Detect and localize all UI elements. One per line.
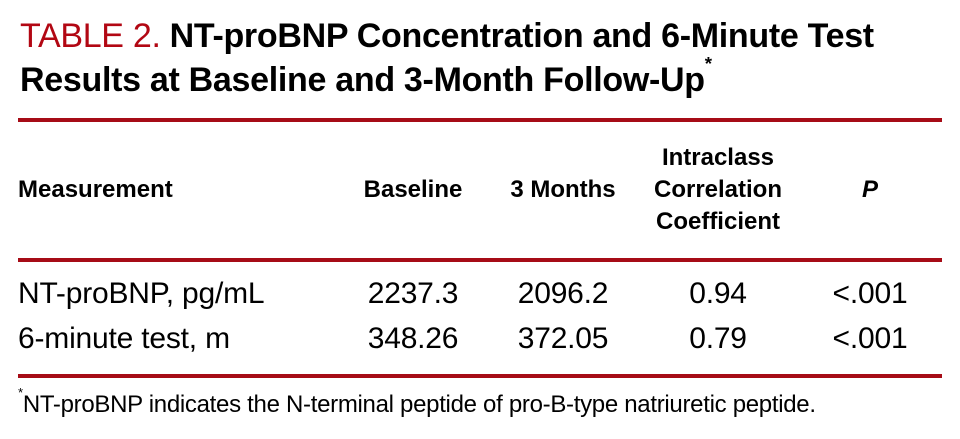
header-rule — [18, 258, 942, 262]
table-title: TABLE 2. NT-proBNP Concentration and 6-Mi… — [20, 14, 920, 102]
table-number-label: TABLE 2. — [20, 17, 161, 55]
table-body: NT-proBNP, pg/mL 2237.3 2096.2 0.94 <.00… — [18, 262, 942, 374]
column-header-baseline: Baseline — [363, 176, 463, 203]
bottom-rule — [18, 374, 942, 378]
top-rule — [18, 118, 942, 122]
table-footnote: *NT-proBNP indicates the N-terminal pept… — [18, 386, 942, 419]
column-header-measurement: Measurement — [18, 176, 173, 203]
table-title-text: NT-proBNP Concentration and 6-Minute Tes… — [20, 17, 874, 99]
cell-3-months: 372.05 — [517, 322, 609, 355]
cell-3-months: 2096.2 — [517, 277, 609, 310]
column-header-3-months: 3 Months — [510, 176, 616, 203]
cell-measurement: 6-minute test, m — [18, 322, 230, 355]
cell-baseline: 2237.3 — [367, 277, 459, 310]
cell-icc: 0.79 — [689, 322, 747, 355]
table-row: NT-proBNP, pg/mL 2237.3 2096.2 0.94 <.00… — [18, 271, 942, 316]
cell-icc: 0.94 — [689, 277, 747, 310]
table-header-row: Measurement Baseline 3 Months Intraclass… — [18, 122, 942, 258]
footnote-marker: * — [18, 385, 23, 401]
cell-p-value: <.001 — [832, 322, 908, 355]
footnote-text: NT-proBNP indicates the N-terminal pepti… — [22, 391, 816, 418]
column-header-p-value: P — [861, 176, 878, 203]
cell-p-value: <.001 — [832, 277, 908, 310]
column-header-intraclass-correlation-coefficient: Intraclass Correlation Coefficient — [653, 144, 782, 235]
title-footnote-marker: * — [704, 53, 712, 75]
table-row: 6-minute test, m 348.26 372.05 0.79 <.00… — [18, 316, 942, 361]
cell-baseline: 348.26 — [367, 322, 459, 355]
cell-measurement: NT-proBNP, pg/mL — [18, 277, 265, 310]
